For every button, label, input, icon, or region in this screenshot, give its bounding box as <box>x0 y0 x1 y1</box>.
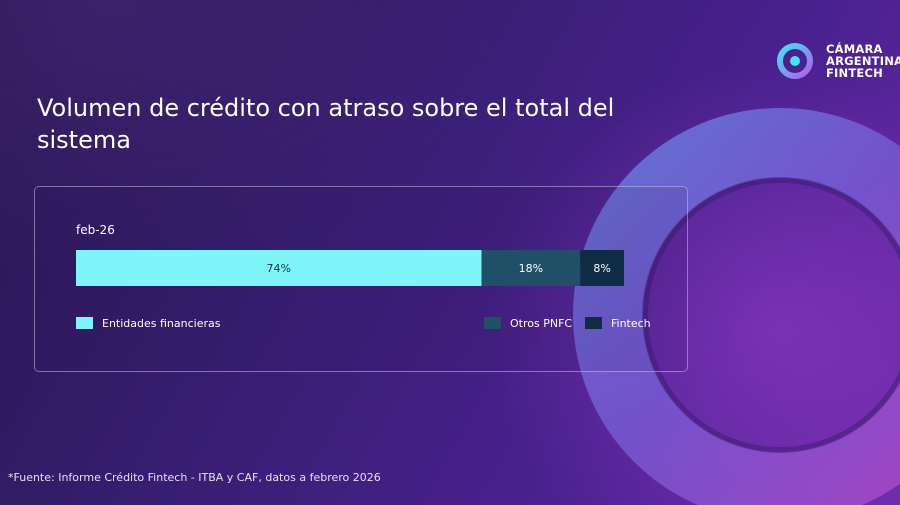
brand-name: CÁMARA ARGENTINA FINTECH <box>826 43 900 79</box>
category-label: feb-26 <box>76 223 115 237</box>
data-label-2: 18% <box>519 262 543 275</box>
ring-logo-icon <box>777 43 813 79</box>
data-label-1: 74% <box>267 262 291 275</box>
legend-label-2: Otros PNFC <box>510 317 572 330</box>
bar-segment-1 <box>76 250 482 286</box>
chart-panel: feb-26 74% 18% 8% Entidades financieras Otros… <box>34 186 688 372</box>
brand-name-line-1: CÁMARA <box>826 42 883 56</box>
bar-segment-3 <box>580 250 624 286</box>
legend-label-1: Entidades financieras <box>102 317 221 330</box>
brand-logo: CÁMARA ARGENTINA FINTECH <box>772 41 900 81</box>
legend-swatch-2 <box>484 317 501 329</box>
brand-name-line-3: FINTECH <box>826 66 883 80</box>
data-label-3: 8% <box>593 262 610 275</box>
stacked-bar-chart: feb-26 74% 18% 8% Entidades financieras Otros… <box>76 223 651 330</box>
brand-name-line-2: ARGENTINA <box>826 54 900 68</box>
bar-segment-2 <box>481 250 581 286</box>
legend-label-3: Fintech <box>611 317 651 330</box>
legend-swatch-3 <box>585 317 602 329</box>
legend-swatch-1 <box>76 317 93 329</box>
source-footnote: *Fuente: Informe Crédito Fintech - ITBA … <box>8 471 381 484</box>
page-title: Volumen de crédito con atraso sobre el t… <box>37 94 615 154</box>
